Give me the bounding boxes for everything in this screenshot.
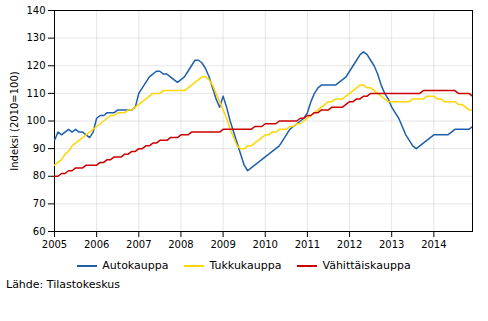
svg-text:2013: 2013 — [379, 239, 404, 250]
svg-text:100: 100 — [26, 115, 45, 126]
svg-text:110: 110 — [26, 88, 45, 99]
svg-text:2010: 2010 — [253, 239, 278, 250]
svg-text:2006: 2006 — [84, 239, 109, 250]
html-text:Tukkukauppa: Tukkukauppa — [209, 259, 282, 272]
svg-text:70: 70 — [33, 198, 46, 209]
svg-text:2007: 2007 — [126, 239, 151, 250]
svg-text:2009: 2009 — [210, 239, 235, 250]
svg-text:2008: 2008 — [168, 239, 193, 250]
svg-text:2012: 2012 — [337, 239, 362, 250]
svg-text:Indeksi (2010=100): Indeksi (2010=100) — [9, 71, 20, 171]
svg-text:2014: 2014 — [421, 239, 446, 250]
html-text:Lähde: Tilastokeskus: Lähde: Tilastokeskus — [6, 278, 120, 291]
svg-text:130: 130 — [26, 32, 45, 43]
svg-text:120: 120 — [26, 60, 45, 71]
svg-text:60: 60 — [33, 226, 46, 237]
html-text:Autokauppa: Autokauppa — [102, 259, 169, 272]
svg-text:90: 90 — [33, 143, 46, 154]
svg-text:80: 80 — [33, 170, 46, 181]
svg-text:140: 140 — [26, 5, 45, 16]
svg-text:2011: 2011 — [295, 239, 320, 250]
html-text:Vähittäiskauppa: Vähittäiskauppa — [322, 259, 411, 272]
svg-text:2005: 2005 — [42, 239, 67, 250]
